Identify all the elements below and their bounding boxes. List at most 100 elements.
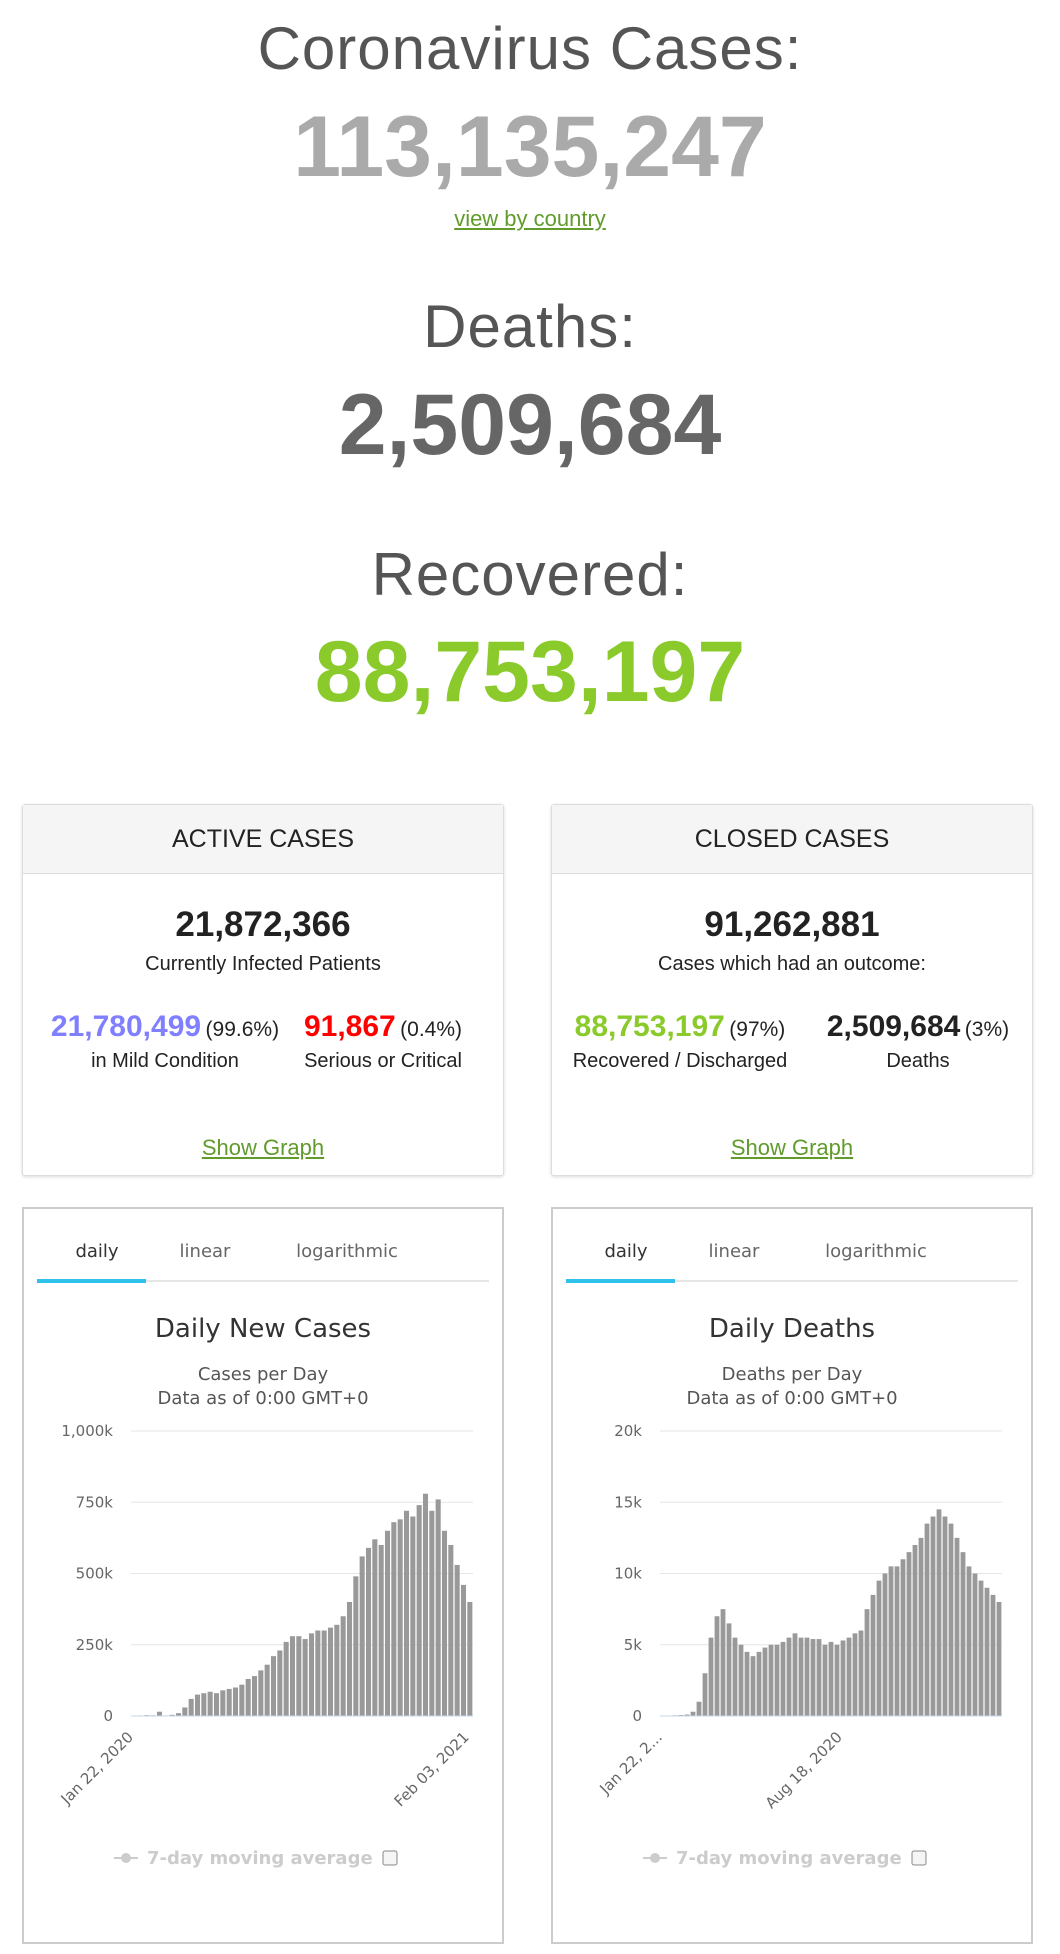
bar xyxy=(822,1644,828,1716)
bar xyxy=(365,1547,372,1716)
chart-subtitle: Deaths per Day xyxy=(722,1364,863,1385)
bar xyxy=(918,1537,924,1716)
bar xyxy=(188,1698,194,1716)
recovered-value: 88,753,197 xyxy=(574,1010,725,1043)
chart-title: Daily New Cases xyxy=(155,1314,371,1344)
bar xyxy=(289,1636,296,1716)
bar xyxy=(714,1616,720,1716)
bar xyxy=(264,1664,270,1716)
bar xyxy=(391,1522,397,1716)
bar xyxy=(750,1656,756,1716)
legend-icon-dot xyxy=(121,1853,131,1863)
legend-checkbox[interactable] xyxy=(382,1850,398,1866)
y-tick-label: 750k xyxy=(76,1493,114,1511)
bar xyxy=(780,1641,786,1716)
bar xyxy=(270,1656,277,1716)
tab[interactable]: linear xyxy=(180,1241,232,1262)
bar xyxy=(840,1640,846,1716)
bar xyxy=(315,1630,321,1716)
panel-title: ACTIVE CASES xyxy=(23,805,503,874)
bar xyxy=(226,1688,232,1716)
chart: daily linear logarithmic Daily New Cases Cas… xyxy=(22,1207,504,1944)
y-tick-label: 15k xyxy=(614,1493,642,1511)
panel-total: 21,872,366 xyxy=(175,905,351,944)
deaths-label: Deaths: xyxy=(423,293,637,360)
chart-title: Daily Deaths xyxy=(709,1314,875,1344)
legend-text[interactable]: 7-day moving average xyxy=(147,1848,373,1869)
bar xyxy=(990,1594,996,1716)
y-tick-label: 500k xyxy=(76,1565,114,1583)
bar xyxy=(768,1644,774,1716)
bar xyxy=(948,1523,954,1716)
bar xyxy=(454,1564,460,1716)
bar xyxy=(882,1573,888,1716)
bar xyxy=(894,1566,900,1716)
link-row: Show Graph xyxy=(23,1135,503,1161)
bar xyxy=(308,1633,315,1716)
bar xyxy=(207,1691,213,1716)
legend-checkbox[interactable] xyxy=(911,1850,927,1866)
bar xyxy=(283,1641,289,1716)
panel-total: 91,262,881 xyxy=(704,905,880,944)
bar xyxy=(220,1690,226,1716)
bar xyxy=(966,1566,972,1716)
bar xyxy=(996,1602,1002,1716)
tab[interactable]: logarithmic xyxy=(825,1241,927,1262)
deaths-label: Deaths xyxy=(886,1050,950,1072)
cases-total: 113,135,247 xyxy=(293,99,767,195)
recovered-label: Recovered / Discharged xyxy=(572,1050,788,1072)
bar xyxy=(852,1633,858,1716)
chart-note: Data as of 0:00 GMT+0 xyxy=(157,1388,368,1409)
y-tick-label: 0 xyxy=(103,1707,113,1725)
y-tick-label: 250k xyxy=(76,1636,114,1654)
bar xyxy=(786,1637,792,1716)
tab[interactable]: linear xyxy=(709,1241,761,1262)
bar xyxy=(251,1676,258,1716)
bar xyxy=(359,1556,365,1716)
bar xyxy=(738,1644,744,1716)
bar xyxy=(708,1637,714,1716)
bar xyxy=(744,1651,750,1716)
bar xyxy=(175,1713,182,1716)
bar xyxy=(194,1694,201,1716)
tab[interactable]: daily xyxy=(75,1241,118,1262)
bar xyxy=(942,1516,948,1716)
legend-icon-dot xyxy=(650,1853,660,1863)
tab[interactable]: logarithmic xyxy=(296,1241,398,1262)
critical-share: (0.4%) xyxy=(400,1018,463,1041)
show-graph[interactable]: Show Graph xyxy=(201,1135,325,1160)
critical-col: 91,867 (0.4%) Serious or Critical xyxy=(263,1010,503,1073)
show-graph[interactable]: Show Graph xyxy=(730,1135,854,1160)
bar xyxy=(410,1516,416,1716)
bar xyxy=(422,1493,429,1716)
view-by-country[interactable]: view by country xyxy=(454,206,606,231)
bar xyxy=(403,1510,410,1716)
recovered-share: (97%) xyxy=(729,1018,786,1041)
bar xyxy=(467,1602,473,1716)
bar xyxy=(213,1693,220,1716)
bar xyxy=(372,1539,378,1716)
legend-text[interactable]: 7-day moving average xyxy=(676,1848,902,1869)
bar xyxy=(334,1624,340,1716)
bar xyxy=(726,1623,732,1716)
bar xyxy=(169,1714,175,1716)
bar xyxy=(816,1639,822,1716)
cases-label: Coronavirus Cases: xyxy=(257,15,803,82)
chart: daily linear logarithmic Daily Deaths Deaths… xyxy=(551,1207,1033,1944)
bar xyxy=(834,1644,840,1716)
deaths-share: (3%) xyxy=(964,1018,1010,1041)
recovered-total: 88,753,197 xyxy=(314,624,746,720)
bar xyxy=(756,1651,762,1716)
bar xyxy=(984,1587,990,1716)
bar xyxy=(864,1609,870,1716)
bar xyxy=(302,1639,308,1716)
bar xyxy=(296,1636,302,1716)
tab[interactable]: daily xyxy=(604,1241,647,1262)
deaths-total: 2,509,684 xyxy=(338,377,722,473)
bar xyxy=(321,1630,327,1716)
bar xyxy=(696,1701,702,1716)
bar xyxy=(460,1584,467,1716)
critical-label: Serious or Critical xyxy=(304,1050,462,1072)
bar xyxy=(340,1616,346,1716)
